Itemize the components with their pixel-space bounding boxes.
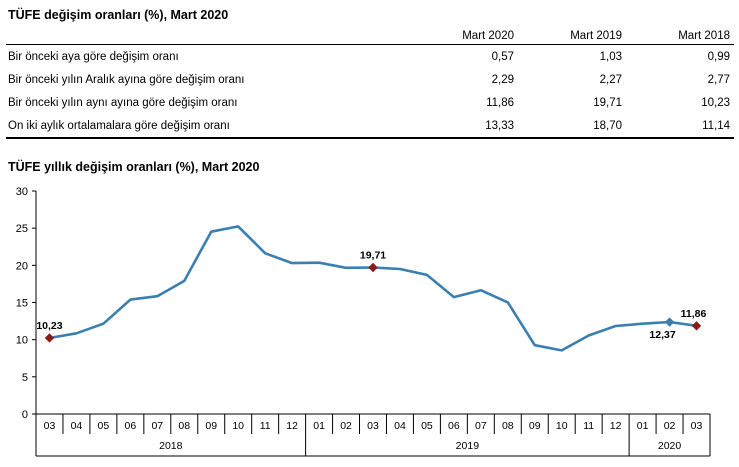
table-cell: 2,77 <box>707 73 730 86</box>
year-label: 2018 <box>159 440 183 452</box>
x-tick-label: 08 <box>502 420 514 432</box>
x-tick-label: 04 <box>394 420 406 432</box>
data-point-marker <box>44 333 55 343</box>
x-tick-label: 10 <box>556 420 568 432</box>
x-tick-label: 04 <box>71 420 83 432</box>
data-label: 10,23 <box>36 320 62 332</box>
table-row: Bir önceki yılın Aralık ayına göre değiş… <box>6 68 734 91</box>
data-point-marker <box>691 321 702 331</box>
row-label: On iki aylık ortalamalara göre değişim o… <box>6 114 410 139</box>
y-tick-label: 25 <box>16 223 28 235</box>
x-tick-label: 12 <box>286 420 298 432</box>
x-tick-label: 12 <box>610 420 622 432</box>
x-tick-label: 11 <box>260 420 271 432</box>
header-cell: Mart 2019 <box>518 27 626 45</box>
x-tick-label: 07 <box>475 420 487 432</box>
table-cell: 2,29 <box>491 73 514 86</box>
x-tick-label: 08 <box>178 420 190 432</box>
table-cell: 13,33 <box>410 114 518 139</box>
x-tick-label: 09 <box>205 420 217 432</box>
row-label: Bir önceki yılın aynı ayına göre değişim… <box>8 96 238 109</box>
y-tick-label: 10 <box>16 335 28 347</box>
header-cell: Mart 2018 <box>626 27 734 45</box>
table-row: Bir önceki yılın aynı ayına göre değişim… <box>6 91 734 114</box>
x-tick-label: 01 <box>637 420 649 432</box>
x-tick-label: 02 <box>664 420 676 432</box>
table-cell: 11,86 <box>486 96 514 109</box>
y-tick-label: 20 <box>16 260 28 272</box>
x-tick-label: 09 <box>529 420 541 432</box>
x-tick-label: 03 <box>367 420 379 432</box>
table-cell: 0,99 <box>707 50 730 63</box>
table-cell: 2,27 <box>599 73 622 86</box>
y-tick-label: 15 <box>16 298 28 310</box>
x-tick-label: 06 <box>448 420 460 432</box>
data-label: 11,86 <box>681 308 707 320</box>
x-tick-label: 11 <box>583 420 594 432</box>
header-cell: Mart 2020 <box>410 27 518 45</box>
table-cell: 10,23 <box>701 96 730 109</box>
table-title: TÜFE değişim oranları (%), Mart 2020 <box>8 8 229 22</box>
table-cell: 1,03 <box>599 50 622 63</box>
y-tick-label: 30 <box>16 186 28 198</box>
data-label: 12,37 <box>649 329 675 341</box>
x-tick-label: 02 <box>340 420 352 432</box>
data-point-marker <box>664 317 675 327</box>
stats-table: Mart 2020 Mart 2019 Mart 2018 Bir önceki… <box>6 27 734 139</box>
x-tick-label: 07 <box>151 420 163 432</box>
x-tick-label: 05 <box>98 420 110 432</box>
x-tick-label: 10 <box>232 420 244 432</box>
table-row: Bir önceki aya göre değişim oranı 0,57 1… <box>6 45 734 69</box>
year-label: 2019 <box>456 440 480 452</box>
data-point-marker <box>368 262 378 273</box>
header-label-cell <box>6 27 410 45</box>
data-label: 19,71 <box>360 249 386 261</box>
y-tick-label: 5 <box>22 372 28 384</box>
year-label: 2020 <box>658 440 682 452</box>
row-label: Bir önceki aya göre değişim oranı <box>8 50 179 63</box>
x-tick-label: 06 <box>125 420 137 432</box>
x-tick-label: 01 <box>313 420 325 432</box>
y-tick-label: 0 <box>22 409 28 421</box>
series-line <box>49 225 697 352</box>
x-tick-label: 03 <box>44 420 56 432</box>
table-cell: 19,71 <box>593 96 622 109</box>
x-tick-label: 03 <box>691 420 703 432</box>
x-tick-label: 05 <box>421 420 433 432</box>
table-cell: 18,70 <box>518 114 626 139</box>
row-label: Bir önceki yılın Aralık ayına göre değiş… <box>8 73 245 86</box>
table-header-row: Mart 2020 Mart 2019 Mart 2018 <box>6 27 734 45</box>
table-cell: 11,14 <box>626 114 734 139</box>
chart-title: TÜFE yıllık değişim oranları (%), Mart 2… <box>8 160 260 174</box>
table-cell: 0,57 <box>491 50 514 63</box>
table-row: On iki aylık ortalamalara göre değişim o… <box>6 114 734 139</box>
